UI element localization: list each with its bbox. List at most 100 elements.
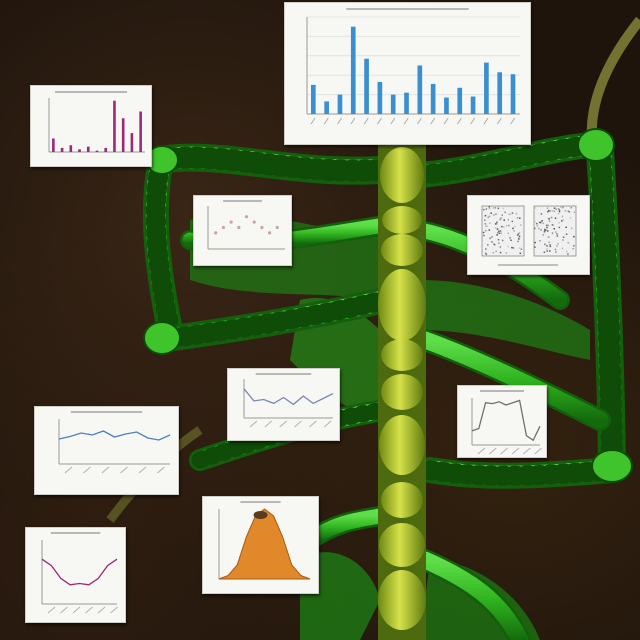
- bar: [470, 96, 476, 114]
- heatmap-cell: [487, 244, 489, 246]
- heatmap-cell: [534, 227, 536, 230]
- scatter-point: [244, 215, 249, 219]
- x-tick-label: [390, 117, 396, 125]
- heatmap-cell: [490, 212, 492, 214]
- heatmap-cell: [517, 233, 520, 235]
- scatter-point: [252, 220, 256, 224]
- heatmap-cell: [573, 235, 575, 238]
- bar: [139, 111, 142, 152]
- bar: [104, 147, 108, 152]
- heatmap-cell: [565, 250, 568, 253]
- scatter-chart-card: [193, 195, 292, 266]
- heatmap-cell: [534, 246, 536, 248]
- bar: [324, 101, 329, 114]
- heatmap-cell: [551, 210, 554, 212]
- heatmap-cell: [518, 235, 521, 238]
- heatmap-cell: [501, 225, 503, 228]
- heatmap-cell: [543, 231, 546, 233]
- heatmap-cell: [545, 229, 547, 231]
- x-tick-label: [483, 117, 489, 125]
- scatter-point: [229, 220, 233, 224]
- heatmap-cell: [517, 240, 519, 243]
- x-tick-label: [309, 420, 317, 428]
- heatmap-cell: [507, 232, 510, 235]
- scatter-point: [221, 225, 225, 230]
- heatmap-cell: [567, 210, 570, 213]
- heatmap-cell: [573, 211, 576, 214]
- scatter-point: [268, 231, 272, 235]
- heatmap-cell: [544, 229, 546, 232]
- heatmap-cell: [542, 234, 545, 236]
- x-tick-label: [110, 606, 118, 614]
- x-tick-label: [279, 420, 287, 428]
- heatmap-cell: [553, 210, 556, 212]
- heatmap-cell: [539, 240, 541, 242]
- heatmap-cell: [504, 211, 506, 214]
- x-tick-label: [83, 466, 91, 474]
- series-line: [58, 430, 171, 441]
- x-tick-label: [264, 420, 273, 428]
- heatmap-cell: [548, 241, 550, 244]
- heatmap-cell: [486, 225, 488, 227]
- heatmap-cell: [484, 223, 487, 225]
- chart-title-smudge: [70, 411, 143, 413]
- tan-tendril-right: [586, 16, 640, 141]
- heatmap-cell: [511, 212, 514, 214]
- heatmap-cell: [546, 226, 548, 229]
- scatter-point: [275, 225, 279, 230]
- heatmap-cell: [494, 207, 497, 209]
- chart-title-smudge: [50, 532, 101, 534]
- heatmap-cell: [556, 233, 558, 235]
- heatmap-cell: [497, 231, 499, 234]
- series-line: [243, 388, 334, 406]
- heatmap-cell: [483, 234, 485, 237]
- heatmap-cell: [488, 206, 491, 208]
- heatmap-cell: [485, 208, 488, 210]
- scatter-point: [214, 231, 218, 235]
- x-tick-label: [120, 466, 128, 474]
- heatmap-cell: [573, 245, 575, 247]
- bar: [377, 81, 383, 114]
- heatmap-cell: [518, 232, 521, 234]
- heatmap-cell: [505, 224, 508, 227]
- heatmap-cell: [565, 226, 567, 229]
- heatmap-cell: [517, 237, 520, 240]
- bar: [457, 87, 463, 114]
- heatmap-cell: [564, 210, 567, 212]
- bar: [130, 133, 134, 152]
- heatmap-cell: [547, 230, 549, 232]
- line-chart-card-right: [457, 385, 547, 458]
- x-tick-label: [249, 420, 258, 428]
- heatmap-cell: [570, 206, 573, 209]
- heatmap-cell: [501, 239, 504, 242]
- heatmap-cell: [550, 216, 553, 219]
- heatmap-cell: [551, 232, 554, 234]
- bar: [510, 74, 516, 114]
- heatmap-cell: [562, 206, 564, 209]
- heatmap-cell: [548, 209, 550, 212]
- heatmap-cell: [511, 220, 514, 223]
- x-axis-label-smudge: [498, 264, 558, 266]
- scatter-point: [260, 225, 264, 230]
- heatmap-cell: [495, 250, 498, 253]
- heatmap-cell: [565, 233, 568, 235]
- x-tick-label: [157, 466, 165, 474]
- chart-title-smudge: [55, 91, 127, 93]
- heatmap-cell: [489, 222, 491, 225]
- bar: [121, 118, 125, 152]
- heatmap-cell: [491, 236, 493, 238]
- bar: [444, 97, 449, 114]
- heatmap-cell: [570, 227, 573, 230]
- x-tick-label: [457, 117, 462, 125]
- x-tick-label: [510, 117, 516, 125]
- heatmap-cell: [547, 236, 550, 238]
- heatmap-cell: [567, 253, 569, 255]
- heatmap-cell: [488, 229, 491, 231]
- x-tick-label: [323, 117, 329, 125]
- heatmap-cell: [546, 248, 548, 250]
- bar-chart-card-left: [30, 85, 152, 167]
- heatmap-cell: [489, 237, 491, 240]
- x-tick-label: [97, 606, 106, 614]
- heatmap-cell: [540, 213, 543, 215]
- series-line: [471, 399, 541, 442]
